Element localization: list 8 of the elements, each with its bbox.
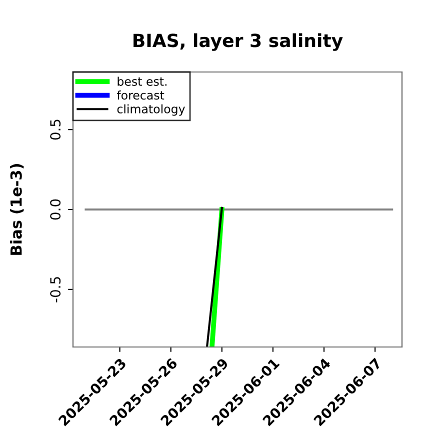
y-tick-label: 0.0: [50, 199, 61, 220]
y-tick-label: -0.5: [50, 277, 61, 302]
chart-title: BIAS, layer 3 salinity: [134, 33, 343, 51]
legend-label: best est.: [118, 76, 166, 86]
y-axis-title: Bias (1e-3): [10, 164, 24, 255]
y-tick-label: 0.5: [50, 120, 61, 140]
legend-label: forecast: [116, 90, 164, 100]
legend-label: climatology: [117, 104, 185, 116]
